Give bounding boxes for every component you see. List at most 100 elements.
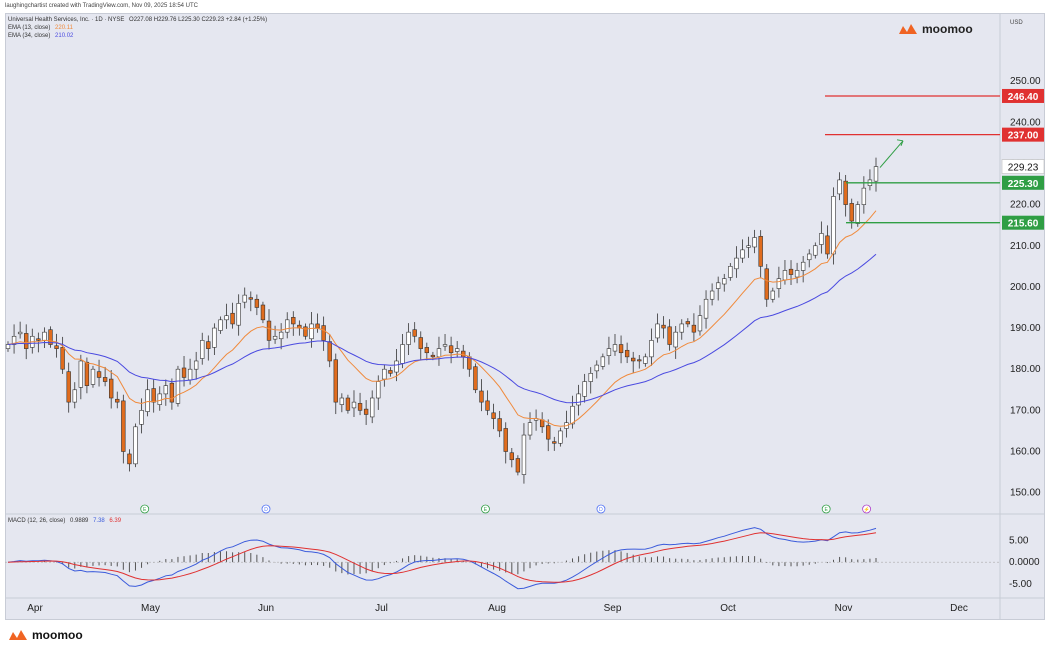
macd-tick-label: -5.00 (1009, 579, 1032, 590)
price-tick-label: 190.00 (1010, 323, 1041, 334)
event-marker (596, 504, 606, 514)
resistance-level-tag (1002, 88, 1044, 103)
candle-body (546, 425, 551, 440)
price-tick-label: 180.00 (1010, 364, 1041, 375)
candle-body (60, 347, 65, 370)
candle-body (570, 405, 575, 425)
currency-label: USD (1010, 20, 1023, 26)
legend-macd-hist: 0.9889 (70, 518, 89, 524)
candle-body (649, 340, 654, 358)
candle-body (212, 327, 217, 348)
candle-body (873, 166, 879, 182)
candle-body (370, 397, 375, 418)
candle-body (558, 430, 563, 444)
candle-body (224, 315, 229, 321)
candle-body (612, 344, 618, 352)
candle-body (746, 245, 751, 248)
candle-body (84, 361, 90, 386)
candle-body (327, 341, 332, 362)
candle-body (667, 326, 672, 345)
candle-body (588, 373, 593, 382)
projection-arrow-head (896, 139, 904, 147)
candle-body (24, 333, 29, 349)
candle-body (78, 360, 84, 388)
candle-body (175, 368, 181, 404)
candle-body (139, 410, 144, 425)
support-level-tag (1002, 175, 1044, 190)
candle-body (473, 366, 478, 391)
macd-signal-line (7, 532, 877, 583)
candle-body (145, 389, 150, 412)
attribution-text: laughingchartist created with TradingVie… (5, 3, 198, 9)
support-level-label: 215.60 (1008, 219, 1039, 230)
candle-body (157, 393, 162, 405)
candle-body (764, 268, 769, 300)
candle-body (624, 349, 630, 358)
candle-body (606, 348, 612, 356)
event-marker-label: D (264, 507, 268, 513)
event-marker-label: E (825, 507, 829, 513)
candle-body (90, 368, 96, 385)
candle-body (363, 408, 369, 415)
moomoo-brand-top: moomoo (922, 22, 973, 36)
candle-body (582, 381, 587, 397)
legend-macd-label: MACD (12, 26, close) (8, 518, 66, 524)
candle-body (788, 268, 794, 275)
candle-body (637, 359, 642, 362)
support-level-label: 225.30 (1008, 179, 1039, 190)
moomoo-brand-bottom: moomoo (32, 628, 83, 642)
candle-body (218, 319, 223, 331)
candle-body (96, 371, 102, 378)
candle-body (673, 331, 678, 348)
support-level-tag (1002, 215, 1044, 230)
event-marker-label: ⚡ (863, 506, 869, 513)
moomoo-logo-bottom: moomoo (8, 628, 83, 642)
candle-body (722, 278, 727, 285)
candle-body (643, 356, 648, 364)
candle-body (831, 196, 836, 255)
price-tick-label: 210.00 (1010, 241, 1041, 252)
candle-body (291, 317, 296, 325)
candle-body (515, 458, 521, 473)
candle-body (819, 233, 824, 245)
candle-body (42, 331, 47, 341)
legend-ohlc: O227.08 H229.76 L225.30 C229.23 +2.84 (+… (129, 17, 268, 23)
candle-body (206, 341, 211, 349)
candle-body (454, 348, 460, 352)
candle-body (169, 382, 175, 403)
chart-frame[interactable] (5, 13, 1045, 620)
candle-body (127, 453, 132, 465)
legend-ema13-value: 220.11 (55, 25, 73, 31)
month-tick-label: Aug (488, 603, 506, 614)
candle-body (734, 257, 739, 270)
candle-body (691, 324, 697, 333)
candle-body (424, 347, 430, 354)
resistance-level-tag (1002, 127, 1044, 142)
moomoo-logo-top: moomoo (898, 22, 973, 36)
candle-body (776, 278, 782, 289)
candle-body (782, 270, 788, 281)
candle-body (849, 203, 854, 222)
candle-body (618, 344, 624, 354)
legend-title-row: Universal Health Services, Inc. · 1D · N… (8, 17, 267, 23)
price-tick-label: 240.00 (1010, 117, 1041, 128)
legend-ema13-row: EMA (13, close) 220.11 (8, 25, 73, 31)
candle-body (406, 331, 411, 345)
candle-body (200, 340, 205, 359)
candle-body (728, 266, 733, 278)
candle-body (163, 385, 168, 395)
candle-body (303, 326, 308, 337)
candle-body (351, 401, 357, 409)
month-tick-label: May (141, 603, 160, 614)
candle-body (697, 315, 703, 332)
candle-body (825, 235, 830, 255)
candle-body (315, 323, 320, 329)
candle-body (382, 368, 387, 380)
price-tick-label: 160.00 (1010, 447, 1041, 458)
legend-ema34-label: EMA (34, close) (8, 33, 51, 39)
event-marker (821, 504, 831, 514)
candle-body (121, 400, 126, 452)
event-marker (261, 504, 271, 514)
candle-body (400, 344, 405, 364)
